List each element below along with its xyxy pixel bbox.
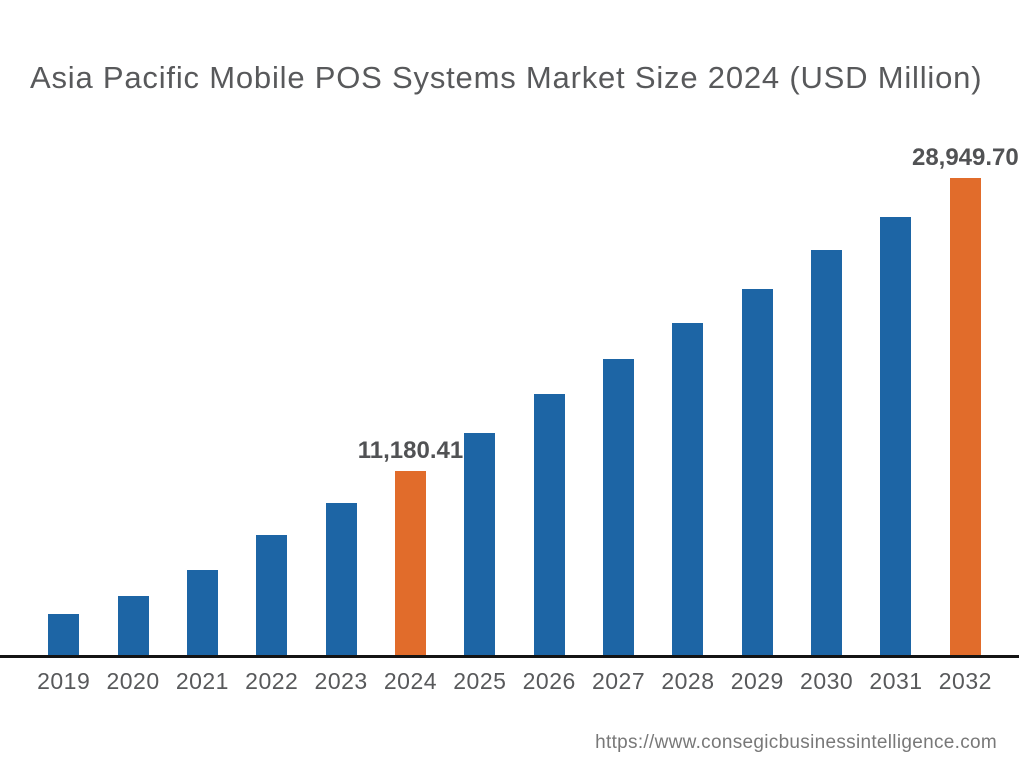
bar-column-2031 [861,217,930,655]
bar-2025 [464,433,496,655]
bar-column-2025 [445,433,514,655]
bar-2031 [880,217,912,655]
bar-2022 [256,535,288,655]
x-axis-label-2024: 2024 [383,668,438,694]
bar-2026 [533,394,565,655]
bar-2019 [48,614,80,655]
bar-value-label-2032: 28,949.70 [911,143,1019,171]
x-axis-label-2025: 2025 [453,668,507,694]
bar-2023 [325,503,357,655]
bar-2030 [811,250,843,655]
bar-2024 [394,471,426,655]
source-url-link[interactable]: https://www.consegicbusinessintelligence… [595,732,997,753]
bar-column-2019 [29,614,98,655]
bar-column-2020 [98,596,167,655]
bar-2028 [672,323,704,655]
bar-2020 [117,596,149,655]
bar-column-2028 [653,323,722,655]
bar-2029 [741,289,773,655]
x-axis-label-2026: 2026 [522,668,576,694]
bar-column-2026 [515,394,584,655]
bar-column-2032: 28,949.70 [912,144,1019,655]
bar-column-2027 [584,359,653,655]
chart-title: Asia Pacific Mobile POS Systems Market S… [30,60,983,95]
x-axis-label-2031: 2031 [869,668,923,694]
x-axis-line [0,655,1019,658]
bar-column-2022 [237,535,306,655]
x-axis-label-2027: 2027 [591,668,646,694]
bar-column-2021 [168,570,237,655]
bar-column-2029 [723,289,792,655]
bar-2021 [186,570,218,655]
bar-column-2030 [792,250,861,655]
x-axis-label-2021: 2021 [175,668,229,694]
x-axis-labels: 2019 2020 2021 2022 2023 2024 2025 2026 2027 2028… [29,668,1000,695]
bar-value-label-2024: 11,180.41 [357,436,464,464]
bar-column-2023 [306,503,375,655]
bar-2032 [949,178,981,655]
x-axis-label-2029: 2029 [730,668,784,694]
x-axis-label-2019: 2019 [37,668,91,694]
x-axis-label-2030: 2030 [800,668,854,694]
x-axis-label-2028: 2028 [661,668,715,694]
x-axis-label-2023: 2023 [314,668,368,694]
x-axis-label-2022: 2022 [245,668,299,694]
x-axis-label-2020: 2020 [106,668,160,694]
bar-2027 [603,359,635,655]
x-axis-label-2032: 2032 [938,668,992,694]
bar-column-2024: 11,180.41 [358,437,463,655]
plot-area: 11,180.41 28,949.70 [29,115,1019,655]
